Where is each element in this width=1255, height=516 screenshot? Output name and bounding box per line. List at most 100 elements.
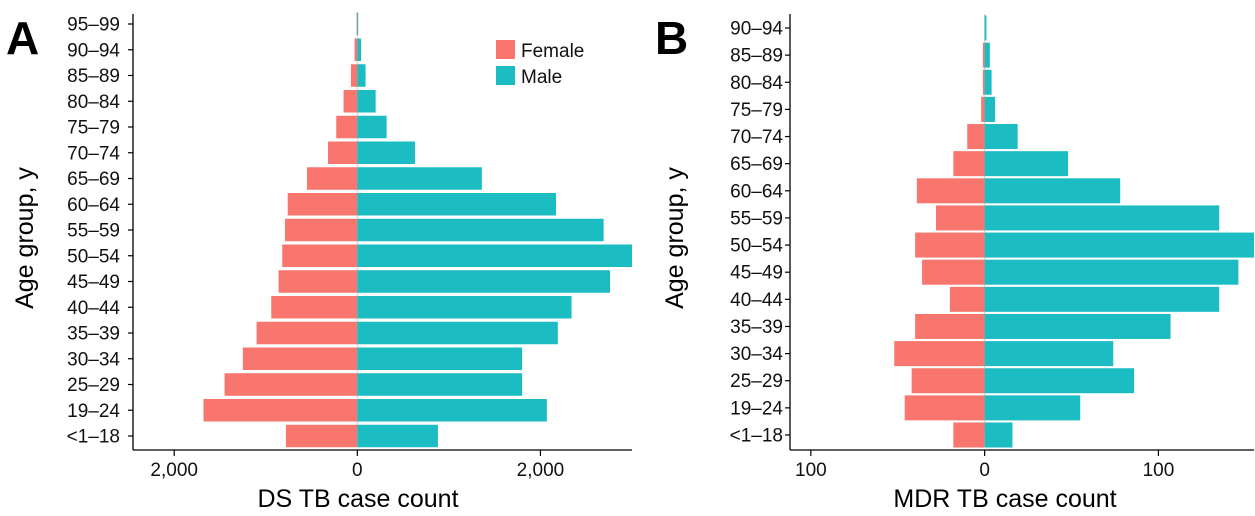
- legend: Female Male: [496, 40, 584, 88]
- panel-a-bar-male: [357, 296, 572, 319]
- panel-a-bar-female: [203, 399, 358, 422]
- panel-a-bar-male: [357, 64, 366, 87]
- panel-b-x-tick-label: 100: [1143, 460, 1175, 481]
- panel-a-x-tick-label: 0: [352, 460, 363, 481]
- panel-a-bar-male: [357, 193, 557, 216]
- panel-a-bar-male: [357, 12, 359, 36]
- panel-b-mdr-tb: B Age group, y MDR TB case count <1–18 19…: [655, 12, 1254, 513]
- panel-a-ds-tb: A Age group, y DS TB case count <1–18 19–…: [6, 12, 632, 513]
- legend-label-male: Male: [521, 67, 562, 88]
- panel-b-y-tick-label: 50–54: [730, 236, 783, 257]
- panel-a-bar-male: [357, 373, 523, 396]
- panel-b-bar-female: [981, 96, 985, 122]
- panel-a-bar-male: [357, 90, 376, 113]
- panel-a-bar-female: [224, 373, 358, 396]
- panel-b-bar-male: [984, 124, 1018, 150]
- panel-a-bar-female: [271, 296, 358, 319]
- panel-a-y-tick-label: 45–49: [67, 272, 120, 293]
- panel-a-y-ticks: <1–18 19–24 25–29 30–34 35–39 40–44 45–49 50–54…: [67, 15, 133, 448]
- panel-a-bar-male: [357, 141, 416, 164]
- panel-a-y-tick-label: 95–99: [67, 15, 120, 36]
- panel-b-y-tick-label: 40–44: [730, 290, 783, 311]
- panel-b-bar-male: [984, 286, 1220, 312]
- panel-a-y-tick-label: 80–84: [67, 92, 120, 113]
- panel-a-y-tick-label: 19–24: [67, 401, 120, 422]
- panel-b-y-ticks: <1–18 19–24 25–29 30–34 35–39 40–44 45–49 50–54…: [730, 19, 790, 447]
- panel-a-bar-male: [357, 270, 611, 293]
- panel-b-y-tick-label: 25–29: [730, 371, 783, 392]
- panel-a-y-tick-label: <1–18: [67, 427, 120, 448]
- panel-b-y-tick-label: <1–18: [730, 426, 783, 447]
- panel-b-bar-male: [984, 395, 1081, 421]
- panel-b-bar-male: [984, 259, 1239, 285]
- panel-b-bar-female: [915, 232, 985, 258]
- panel-a-y-tick-label: 65–69: [67, 169, 120, 190]
- panel-b-bar-female: [982, 69, 985, 95]
- panel-b-bar-female: [935, 205, 985, 231]
- panel-b-bar-male: [984, 15, 987, 41]
- panel-b-bar-female: [911, 368, 985, 394]
- panel-b-bar-female: [916, 178, 985, 204]
- panel-b-y-tick-label: 75–79: [730, 100, 783, 121]
- panel-b-bar-male: [984, 42, 990, 68]
- panel-a-y-tick-label: 90–94: [67, 40, 120, 61]
- panel-a-letter: A: [6, 12, 39, 64]
- panel-b-bar-female: [967, 124, 985, 150]
- panel-b-y-tick-label: 19–24: [730, 398, 783, 419]
- panel-b-y-tick-label: 45–49: [730, 263, 783, 284]
- panel-b-bar-male: [984, 151, 1069, 177]
- panel-a-y-tick-label: 30–34: [67, 349, 120, 370]
- panel-b-y-tick-label: 30–34: [730, 344, 783, 365]
- panel-a-x-axis-title: DS TB case count: [257, 485, 458, 513]
- panel-a-y-tick-label: 70–74: [67, 143, 120, 164]
- panel-b-bar-male: [984, 368, 1135, 394]
- panel-b-bars: [894, 14, 1254, 448]
- panel-a-bar-female: [356, 12, 358, 36]
- panel-a-x-tick-label: 2,000: [517, 460, 565, 481]
- panel-b-bar-male: [984, 232, 1254, 258]
- panel-b-y-axis-title: Age group, y: [661, 167, 689, 309]
- panel-a-y-tick-label: 60–64: [67, 195, 120, 216]
- panel-a-y-tick-label: 35–39: [67, 324, 120, 345]
- legend-swatch-male: [496, 66, 515, 85]
- panel-a-bar-male: [357, 347, 523, 370]
- legend-label-female: Female: [521, 41, 584, 62]
- panel-b-bar-male: [984, 422, 1013, 448]
- panel-b-bar-female: [982, 42, 985, 68]
- panel-b-y-tick-label: 80–84: [730, 73, 783, 94]
- panel-b-letter: B: [655, 12, 688, 64]
- panel-a-bar-female: [285, 424, 358, 448]
- panel-b-bar-male: [984, 69, 992, 95]
- panel-b-bar-male: [984, 313, 1171, 339]
- panel-b-bar-female: [949, 286, 985, 312]
- panel-a-y-tick-label: 75–79: [67, 118, 120, 139]
- panel-b-bar-female: [953, 151, 985, 177]
- panel-a-bar-female: [242, 347, 358, 370]
- panel-a-y-tick-label: 25–29: [67, 375, 120, 396]
- panel-a-bar-male: [357, 244, 632, 267]
- panel-b-bar-male: [984, 341, 1114, 367]
- panel-b-x-axis-title: MDR TB case count: [893, 485, 1116, 513]
- panel-b-y-tick-label: 85–89: [730, 46, 783, 67]
- panel-a-bar-female: [256, 321, 358, 345]
- panel-a-x-tick-label: 2,000: [150, 460, 198, 481]
- panel-b-y-tick-label: 90–94: [730, 19, 783, 40]
- panel-a-y-tick-label: 50–54: [67, 246, 120, 267]
- panel-a-bar-male: [357, 424, 438, 448]
- panel-a-x-ticks: 2,000 0 2,000: [150, 450, 564, 481]
- panel-a-bar-female: [284, 218, 358, 242]
- panel-a-bar-female: [354, 38, 358, 61]
- panel-b-x-ticks: 100 0 100: [795, 450, 1174, 481]
- panel-a-bar-female: [328, 141, 358, 164]
- panel-b-bar-female: [953, 422, 985, 448]
- panel-a-bar-male: [357, 218, 604, 242]
- legend-swatch-female: [496, 40, 515, 59]
- panel-a-y-tick-label: 85–89: [67, 66, 120, 87]
- panel-b-y-tick-label: 65–69: [730, 154, 783, 175]
- panel-a-y-axis-title: Age group, y: [11, 167, 39, 309]
- panel-b-x-tick-label: 100: [795, 460, 827, 481]
- panel-a-bar-male: [357, 399, 547, 422]
- panel-a-bar-female: [350, 64, 358, 87]
- panel-b-y-tick-label: 35–39: [730, 317, 783, 338]
